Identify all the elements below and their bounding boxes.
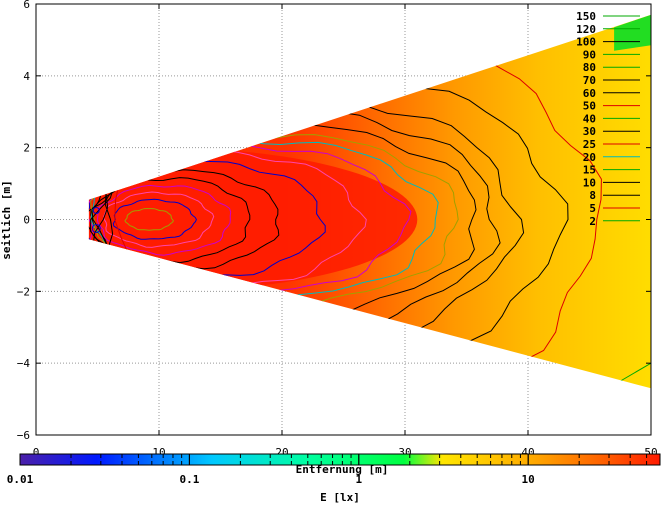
colorbar: 0.01 0.1 1 10 [7,453,661,486]
contour-line [88,169,280,270]
y-tick-label: −2 [17,285,30,298]
contour-line [91,123,477,316]
contour-line [103,191,215,248]
contour-line [90,177,251,264]
legend-label: 100 [576,36,596,49]
legend-label: 50 [583,100,596,113]
legend-label: 150 [576,10,596,23]
colorbar-ticks: 0.01 0.1 1 10 [7,454,661,486]
legend-label: 25 [583,138,596,151]
contour-line [88,151,367,287]
legend-label: 80 [583,61,596,74]
legend-label: 8 [589,189,596,202]
y-tick-label: −4 [17,357,31,370]
y-tick-label: 0 [23,214,30,227]
contour-spot [92,207,100,215]
contour-spot [91,223,101,233]
y-tick-label: −6 [17,429,30,442]
legend-label: 20 [583,151,596,164]
y-tick-label: 2 [23,142,30,155]
legend-label: 70 [583,74,596,87]
x-axis-label: Entfernung [m] [296,463,389,476]
colorbar-tick-label: 0.1 [179,473,199,486]
legend-label: 60 [583,87,596,100]
contour-line [88,143,412,296]
field-core [88,147,418,292]
x-tick-label: 0 [33,446,40,459]
contour-line [89,109,501,327]
contour-line [619,362,651,382]
colorbar-tick-label: 1 [355,473,362,486]
legend-label: 30 [583,125,596,138]
legend-label: 120 [576,23,596,36]
legend-label: 2 [589,215,596,228]
contour-line [124,208,174,231]
y-axis-label: seitlich [m] [0,180,13,259]
legend-label: 5 [589,202,596,215]
legend-label: 90 [583,48,596,61]
legend-label: 40 [583,112,596,125]
contour-line [90,134,459,309]
legend-label: 10 [583,176,596,189]
contour-line [96,184,232,256]
colorbar-tick-label: 0.01 [7,473,34,486]
legend-label: 15 [583,164,596,177]
colorbar-label: E [lx] [320,491,360,504]
contour-line [112,198,197,240]
y-tick-label: 6 [23,0,30,11]
contour-line [88,160,326,277]
colorbar-tick-label: 10 [522,473,535,486]
y-tick-label: 4 [23,70,30,83]
